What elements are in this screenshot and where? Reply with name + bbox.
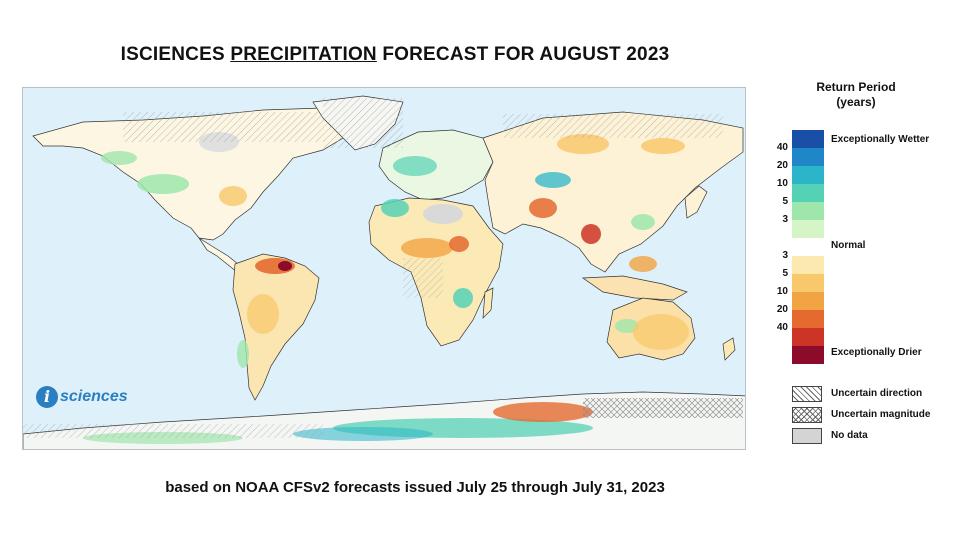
- uncertain-direction-swatch: [792, 386, 822, 402]
- legend-tick-wet: 5: [782, 196, 788, 207]
- legend-tick-wet: 40: [776, 142, 788, 153]
- south-america: [232, 253, 320, 401]
- legend-swatch: [792, 310, 824, 328]
- legend-tick-wet: 20: [776, 160, 788, 171]
- legend-tick-dry: 10: [776, 286, 788, 297]
- legend-title: Return Period (years): [816, 80, 896, 109]
- legend-color-bar: [792, 130, 824, 364]
- legend-swatch: [792, 130, 824, 148]
- title-underlined-word: PRECIPITATION: [230, 44, 377, 65]
- legend-swatch: [792, 220, 824, 238]
- map-title: ISCIENCES PRECIPITATION FORECAST FOR AUG…: [120, 44, 670, 65]
- footer-caption: based on NOAA CFSv2 forecasts issued Jul…: [165, 479, 665, 496]
- legend-swatch: [792, 346, 824, 364]
- legend-tick-dry: 40: [776, 322, 788, 333]
- legend-swatch: [792, 166, 824, 184]
- logo-mark-icon: i: [36, 386, 58, 408]
- legend-swatch: [792, 202, 824, 220]
- logo-text: sciences: [60, 388, 128, 405]
- isciences-logo: i sciences: [36, 386, 128, 408]
- uncertain-direction-label: Uncertain direction: [831, 388, 923, 399]
- legend-swatch: [792, 328, 824, 346]
- legend-swatch: [792, 238, 824, 256]
- legend-tick-dry: 3: [782, 250, 788, 261]
- legend-tick-wet: 3: [782, 214, 788, 225]
- legend-swatch: [792, 292, 824, 310]
- no-data-label: No data: [831, 430, 868, 441]
- uncertain-areas: [23, 98, 743, 438]
- uncertain-magnitude-swatch: [792, 407, 822, 423]
- legend-swatch: [792, 148, 824, 166]
- legend-label-wetter: Exceptionally Wetter: [831, 134, 930, 145]
- dry-anomalies: [219, 134, 689, 422]
- world-map: [22, 87, 746, 450]
- sea-islands: [581, 275, 688, 301]
- legend-swatch: [792, 184, 824, 202]
- wet-anomalies: [83, 151, 655, 444]
- asia: [482, 111, 744, 273]
- legend-swatch: [792, 274, 824, 292]
- madagascar: [482, 287, 494, 319]
- legend-tick-dry: 20: [776, 304, 788, 315]
- uncertain-magnitude-label: Uncertain magnitude: [831, 409, 931, 420]
- japan: [684, 185, 708, 219]
- legend-label-drier: Exceptionally Drier: [831, 347, 922, 358]
- new-zealand: [722, 337, 736, 361]
- world-map-svg: [23, 88, 745, 449]
- legend-tick-dry: 5: [782, 268, 788, 279]
- legend-tick-wet: 10: [776, 178, 788, 189]
- legend-label-normal: Normal: [831, 240, 866, 251]
- no-data-swatch: [792, 428, 822, 444]
- legend-swatch: [792, 256, 824, 274]
